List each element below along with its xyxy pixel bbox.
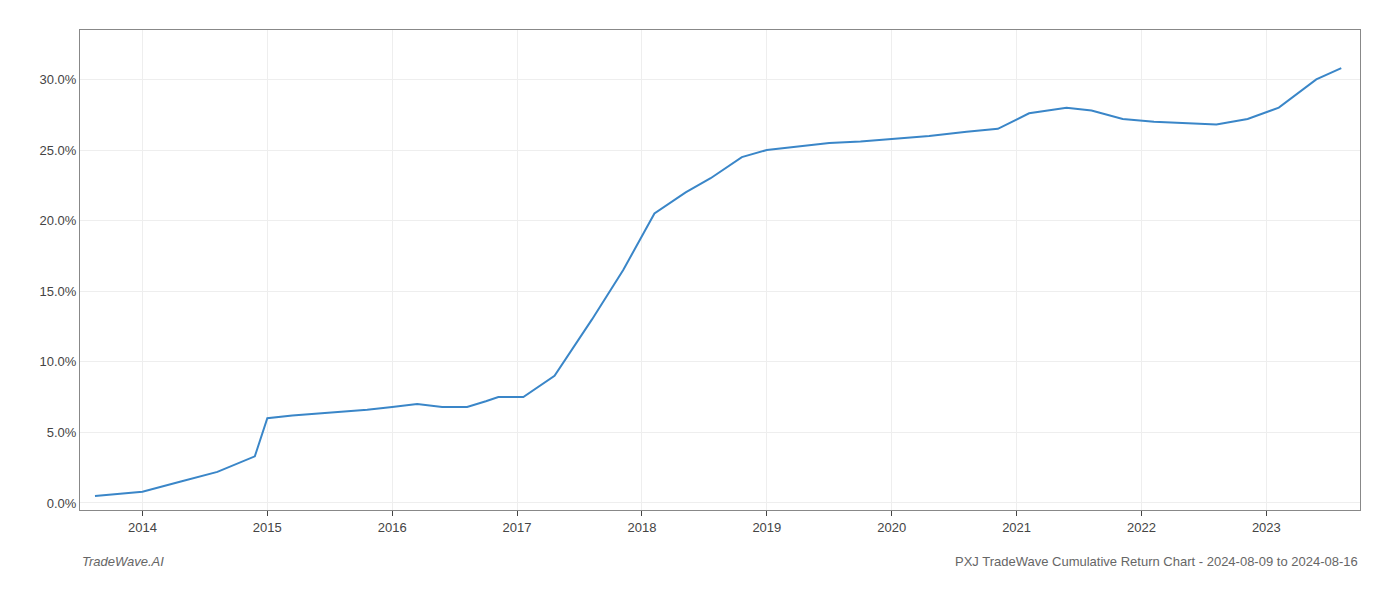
svg-text:PXJ TradeWave Cumulative Retur: PXJ TradeWave Cumulative Return Chart - …: [955, 554, 1358, 569]
svg-text:2018: 2018: [627, 520, 656, 535]
svg-text:30.0%: 30.0%: [40, 72, 77, 87]
svg-text:20.0%: 20.0%: [40, 213, 77, 228]
svg-text:2015: 2015: [253, 520, 282, 535]
svg-text:15.0%: 15.0%: [40, 284, 77, 299]
svg-text:2017: 2017: [503, 520, 532, 535]
svg-text:2021: 2021: [1002, 520, 1031, 535]
svg-text:2016: 2016: [378, 520, 407, 535]
svg-text:0.0%: 0.0%: [47, 495, 77, 510]
svg-text:25.0%: 25.0%: [40, 143, 77, 158]
svg-text:10.0%: 10.0%: [40, 354, 77, 369]
svg-text:2022: 2022: [1127, 520, 1156, 535]
svg-text:2023: 2023: [1252, 520, 1281, 535]
svg-text:2014: 2014: [128, 520, 157, 535]
svg-text:5.0%: 5.0%: [47, 425, 77, 440]
svg-text:2020: 2020: [877, 520, 906, 535]
svg-text:2019: 2019: [752, 520, 781, 535]
svg-text:TradeWave.AI: TradeWave.AI: [82, 554, 164, 569]
